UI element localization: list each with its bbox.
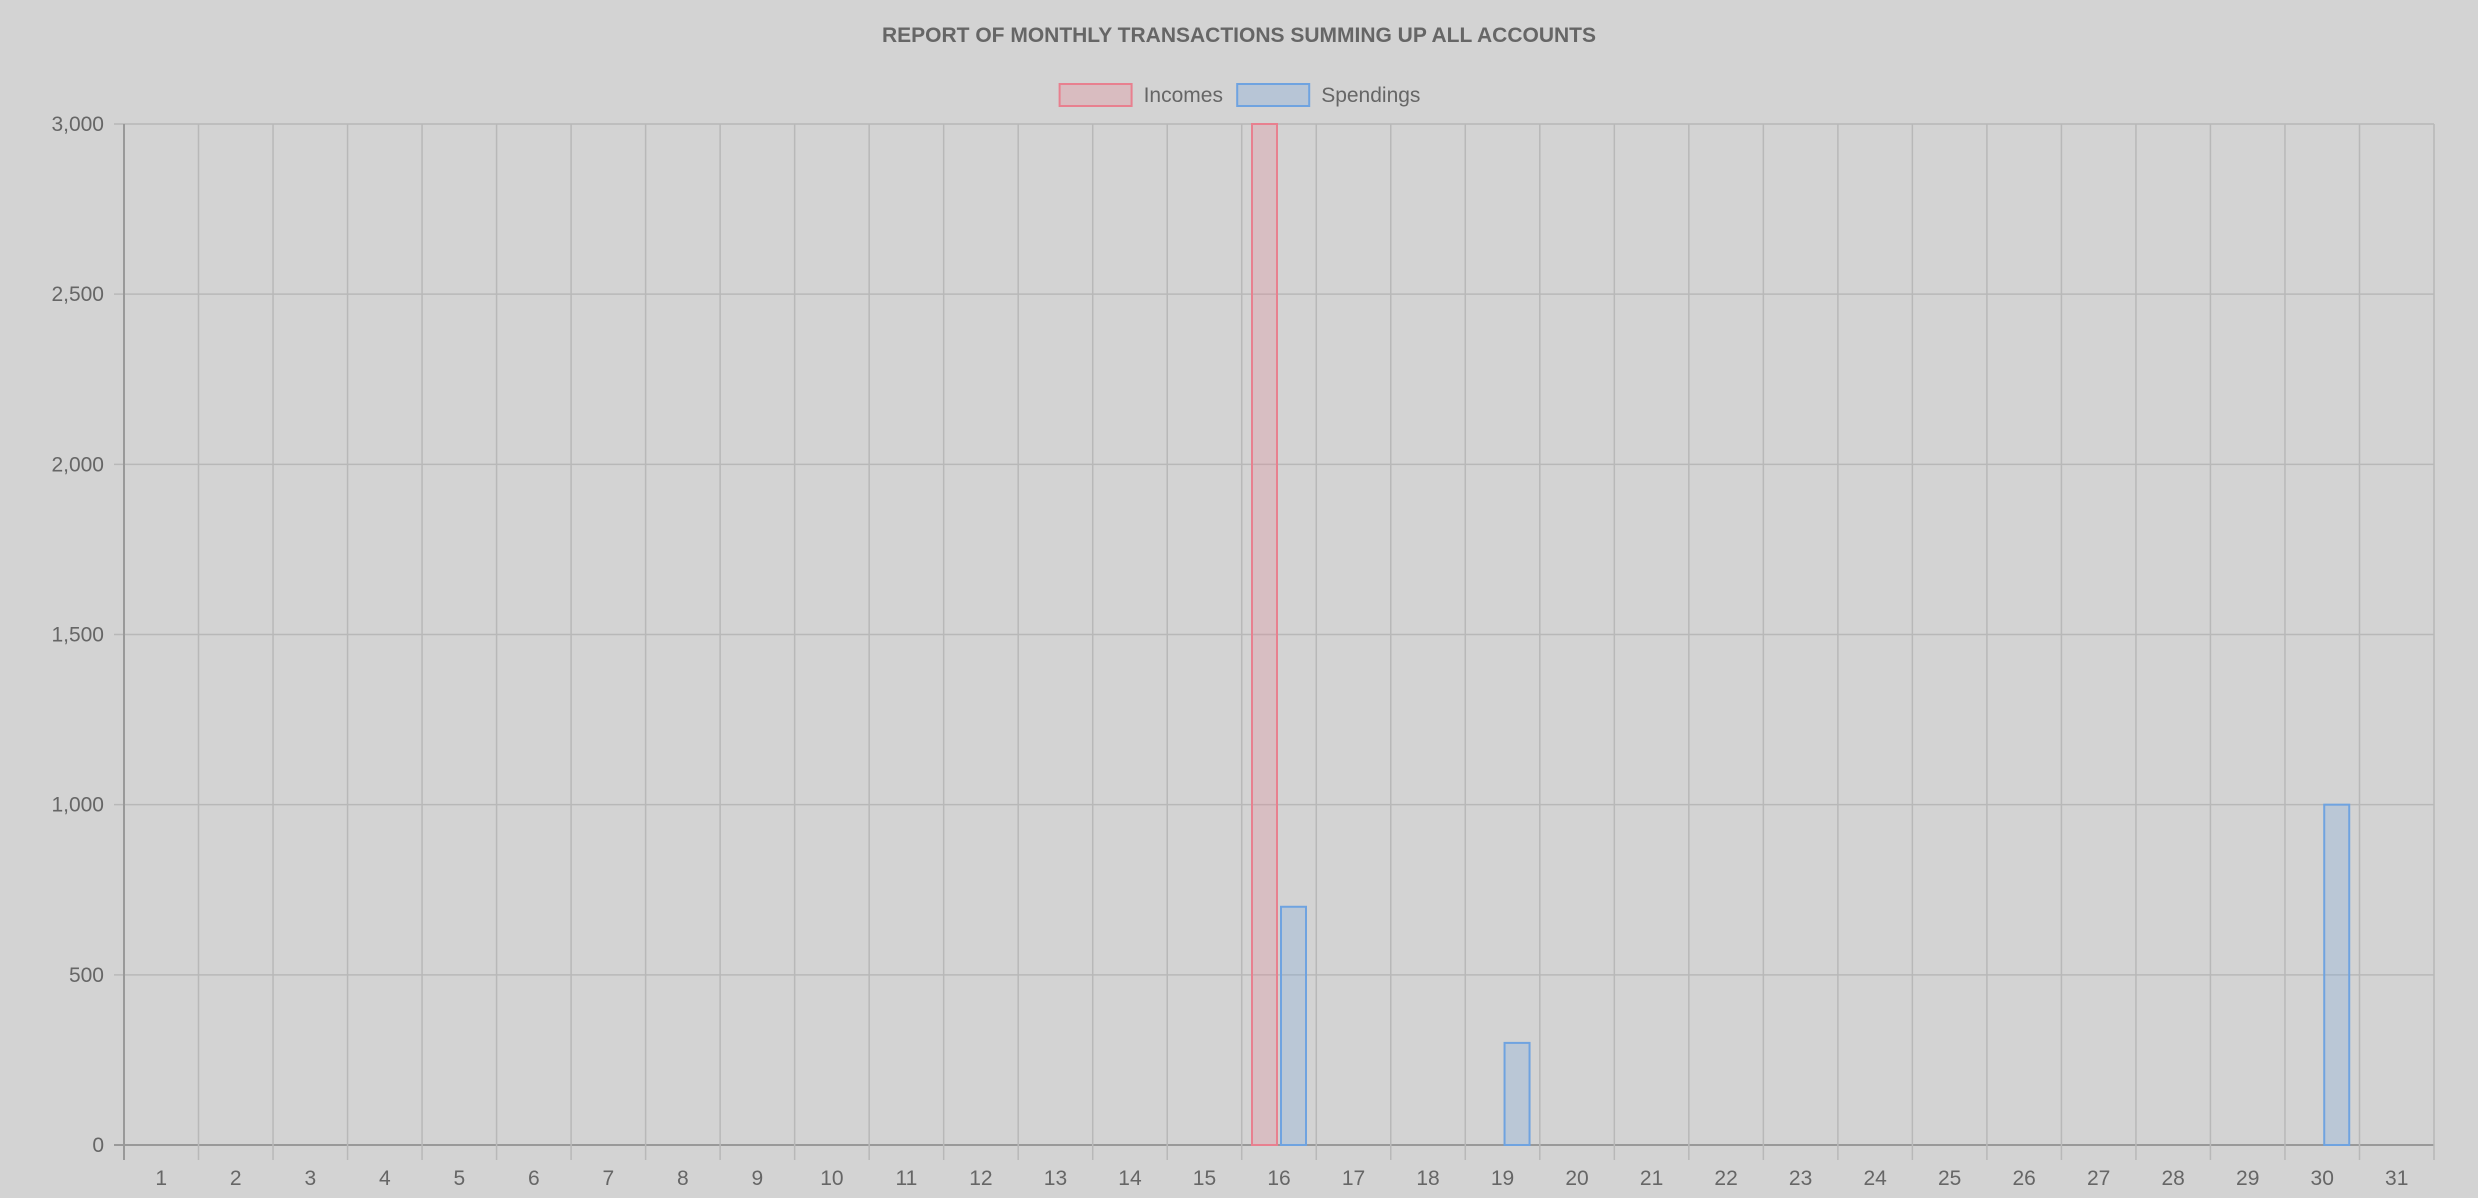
x-tick-label: 20 (1565, 1167, 1588, 1190)
chart-title: REPORT OF MONTHLY TRANSACTIONS SUMMING U… (882, 24, 1596, 47)
x-tick-label: 21 (1640, 1167, 1663, 1190)
legend-item-incomes[interactable]: Incomes (1058, 83, 1223, 107)
x-tick-label: 2 (230, 1167, 242, 1190)
legend-label-incomes: Incomes (1144, 84, 1223, 107)
x-tick-label: 25 (1938, 1167, 1961, 1190)
x-tick-label: 24 (1863, 1167, 1887, 1190)
bars (1251, 123, 2351, 1147)
x-tick-label: 15 (1193, 1167, 1216, 1190)
legend-swatch-spendings (1236, 83, 1311, 107)
x-tick-label: 16 (1267, 1167, 1290, 1190)
x-tick-label: 18 (1416, 1167, 1439, 1190)
legend-item-spendings[interactable]: Spendings (1236, 83, 1420, 107)
y-tick-label: 0 (92, 1134, 104, 1157)
x-tick-label: 13 (1044, 1167, 1067, 1190)
x-tick-label: 9 (752, 1167, 764, 1190)
legend-swatch-incomes (1058, 83, 1133, 107)
legend-label-spendings: Spendings (1321, 84, 1420, 107)
x-axis: 1 2 3 4 5 6 7 8 9 10 11 12 13 14 15 16 17 18 19 20 21 22 23 24 2… (155, 1167, 2408, 1190)
y-tick-label: 1,500 (51, 624, 104, 647)
x-tick-label: 17 (1342, 1167, 1365, 1190)
bar-spendings-19[interactable] (1503, 1041, 1531, 1147)
x-tick-label: 30 (2311, 1167, 2334, 1190)
x-tick-label: 19 (1491, 1167, 1514, 1190)
x-tick-label: 10 (820, 1167, 843, 1190)
x-tick-label: 7 (603, 1167, 615, 1190)
x-tick-label: 22 (1714, 1167, 1737, 1190)
x-tick-label: 8 (677, 1167, 689, 1190)
y-tick-label: 1,000 (51, 794, 104, 817)
x-tick-label: 5 (453, 1167, 465, 1190)
x-tick-label: 26 (2012, 1167, 2035, 1190)
grid-lines (114, 123, 2435, 1160)
x-tick-label: 4 (379, 1167, 391, 1190)
legend[interactable]: Incomes Spendings (1058, 83, 1421, 107)
x-tick-label: 14 (1118, 1167, 1142, 1190)
x-tick-label: 6 (528, 1167, 540, 1190)
x-tick-label: 31 (2385, 1167, 2408, 1190)
bar-spendings-30[interactable] (2323, 803, 2351, 1147)
x-tick-label: 12 (969, 1167, 992, 1190)
x-tick-label: 23 (1789, 1167, 1812, 1190)
y-tick-label: 500 (69, 964, 104, 987)
x-tick-label: 28 (2162, 1167, 2185, 1190)
y-tick-label: 2,000 (51, 453, 104, 476)
x-tick-label: 27 (2087, 1167, 2110, 1190)
x-tick-label: 3 (304, 1167, 316, 1190)
y-axis: 0 500 1,000 1,500 2,000 2,500 3,000 (51, 113, 104, 1157)
x-tick-label: 11 (896, 1167, 918, 1190)
y-tick-label: 2,500 (51, 283, 104, 306)
bar-spendings-16[interactable] (1280, 905, 1307, 1146)
y-tick-label: 3,000 (51, 113, 104, 136)
bar-incomes-16[interactable] (1251, 123, 1278, 1146)
x-tick-label: 29 (2236, 1167, 2259, 1190)
x-tick-label: 1 (155, 1167, 167, 1190)
